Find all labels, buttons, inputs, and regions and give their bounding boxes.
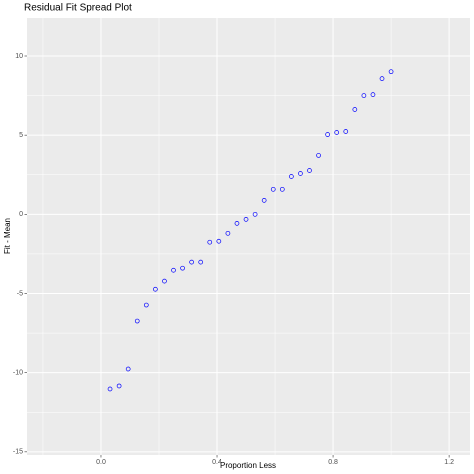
x-axis-label: Proportion Less <box>220 461 276 470</box>
y-axis-label: Fit - Mean <box>3 218 12 254</box>
point <box>307 168 312 173</box>
point <box>379 76 385 81</box>
point <box>143 302 149 308</box>
point <box>107 386 113 392</box>
x-tick-label: 0.0 <box>96 459 106 466</box>
point <box>388 69 394 75</box>
point <box>180 265 185 271</box>
y-tick-label: 5 <box>19 132 23 139</box>
point <box>134 318 140 324</box>
point <box>261 198 267 203</box>
plot-panel <box>27 18 470 455</box>
point <box>352 107 358 112</box>
y-tick-label: -15 <box>13 449 23 456</box>
point <box>361 93 367 98</box>
y-tick-label: -10 <box>13 370 23 377</box>
point <box>116 383 122 389</box>
point <box>243 217 249 222</box>
point <box>171 267 176 273</box>
point <box>153 286 158 292</box>
point <box>225 230 231 236</box>
point <box>270 186 276 192</box>
y-tick-label: -5 <box>17 290 23 297</box>
point <box>298 171 303 176</box>
point <box>216 238 222 244</box>
y-tick-label: 10 <box>15 53 23 60</box>
point <box>207 239 213 245</box>
point <box>334 130 340 135</box>
point <box>125 366 131 372</box>
point <box>325 132 330 137</box>
point <box>234 221 240 226</box>
point <box>316 153 321 158</box>
point <box>279 186 285 192</box>
x-tick-label: 1.2 <box>444 459 454 466</box>
chart-title: Residual Fit Spread Plot <box>24 3 132 14</box>
point <box>189 259 194 265</box>
point <box>343 129 349 134</box>
x-tick-label: 0.4 <box>212 459 222 466</box>
point <box>198 259 204 265</box>
point <box>252 211 258 217</box>
x-tick-label: 0.8 <box>328 459 338 466</box>
y-tick-label: 0 <box>19 211 23 218</box>
point <box>289 174 294 179</box>
point <box>162 278 167 284</box>
point <box>370 92 376 97</box>
